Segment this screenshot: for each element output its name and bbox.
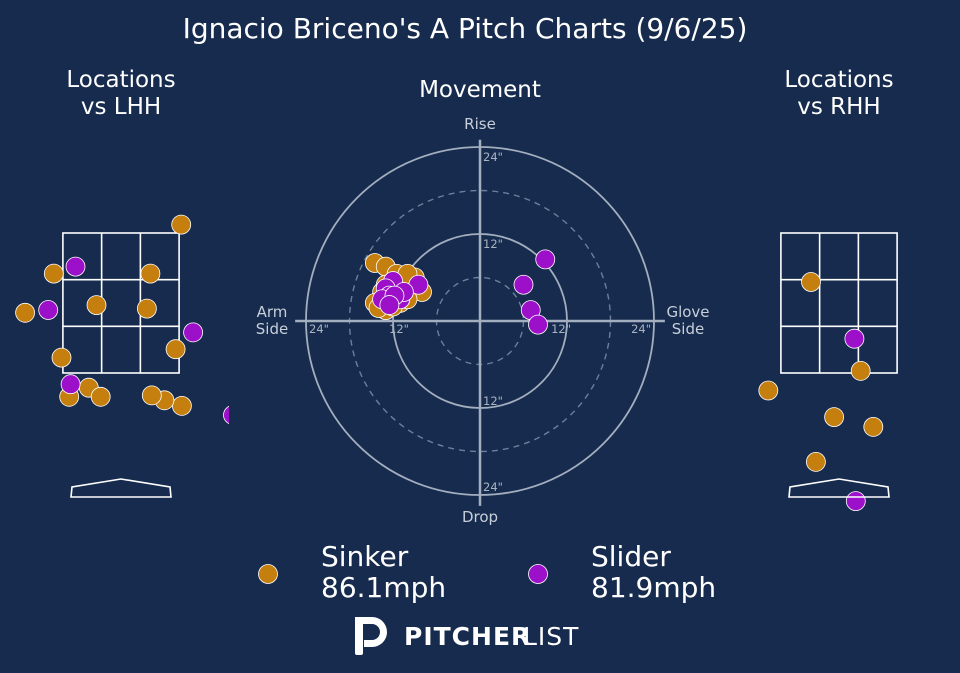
ring-label: 12" <box>551 322 571 336</box>
movement-title: Movement <box>419 77 541 103</box>
locations-vs-rhh-title-line-1: Locations <box>784 67 893 93</box>
pitch-point-sinker <box>863 416 884 437</box>
pitch-point-sinker <box>141 385 162 406</box>
legend-label-slider: Slider <box>591 540 671 573</box>
legend-marker-sinker <box>258 564 278 584</box>
logo-text-list: LIST <box>523 622 579 651</box>
strike-zone <box>62 232 180 374</box>
pitch-point-sinker <box>136 298 157 319</box>
logo-text-pitcher: PITCHER <box>404 622 531 651</box>
home-plate <box>70 478 172 498</box>
pitch-point-sinker <box>43 263 64 284</box>
ring-label: 12" <box>483 394 503 408</box>
pitch-point-sinker <box>801 272 821 292</box>
axis-label-glove-side-line-1: Glove <box>666 303 709 321</box>
pitch-point-sinker <box>824 407 844 428</box>
pitch-point-slider <box>183 322 204 343</box>
pitch-point-sinker <box>165 339 186 360</box>
pitch-point-slider <box>60 374 81 395</box>
legend-marker-slider <box>528 564 548 584</box>
pitch-point-slider <box>240 441 259 460</box>
pitch-point-sinker <box>758 380 779 401</box>
axis-label-drop: Drop <box>462 508 498 526</box>
axis-label-rise: Rise <box>464 115 496 133</box>
locations-vs-rhh-title-line-2: vs RHH <box>797 94 880 120</box>
ring-label: 24" <box>631 322 651 336</box>
pitcher-list-p-icon <box>355 617 387 655</box>
pitch-point-slider <box>38 300 59 320</box>
pitch-point-slider <box>223 405 229 425</box>
ring-label: 12" <box>389 322 409 336</box>
legend-label-sinker: Sinker <box>321 540 409 573</box>
axis-label-arm-side-line-2: Side <box>256 320 288 338</box>
ring-label: 24" <box>309 322 329 336</box>
locations-vs-lhh-plot-area <box>0 214 268 474</box>
locations-vs-lhh-title-line-1: Locations <box>66 67 175 93</box>
pitch-point-sinker <box>140 263 161 284</box>
axis-label-glove-side-line-2: Side <box>672 320 704 338</box>
pitch-point-sinker <box>806 451 826 472</box>
pitch-point-slider <box>844 328 865 349</box>
ring-label: 24" <box>483 150 503 164</box>
movement-panel: Movement 24" 12" 12" 24" 12" 24" 12" 24" Rise Drop… <box>256 77 710 526</box>
home-plate <box>788 478 890 498</box>
pitch-point-slider <box>0 236 8 255</box>
pitch-point-slider <box>65 256 86 277</box>
figure-title: Ignacio Briceno's A Pitch Charts (9/6/25… <box>183 12 748 45</box>
movement-point-slider <box>535 249 556 270</box>
pitch-point-slider <box>845 491 866 512</box>
pitch-point-sinker <box>51 347 72 368</box>
ring-label: 12" <box>483 237 503 251</box>
locations-vs-rhh-plot-area <box>758 232 898 512</box>
ring-label: 24" <box>483 480 503 494</box>
axis-label-arm-side-line-1: Arm <box>257 303 288 321</box>
pitch-point-sinker <box>171 214 192 235</box>
movement-point-slider <box>379 295 400 315</box>
legend-velocity-sinker: 86.1mph <box>321 571 446 604</box>
pitch-point-sinker <box>15 302 36 323</box>
legend-velocity-slider: 81.9mph <box>591 571 716 604</box>
strike-zone <box>780 232 898 374</box>
movement-point-slider <box>528 314 548 335</box>
pitch-point-sinker <box>171 395 192 416</box>
pitch-point-sinker <box>86 295 107 316</box>
pitch-point-slider <box>249 455 268 474</box>
movement-point-slider <box>513 274 534 295</box>
pitch-point-sinker <box>90 386 111 407</box>
locations-vs-lhh-title-line-2: vs LHH <box>81 94 161 120</box>
pitch-point-sinker <box>850 360 871 381</box>
